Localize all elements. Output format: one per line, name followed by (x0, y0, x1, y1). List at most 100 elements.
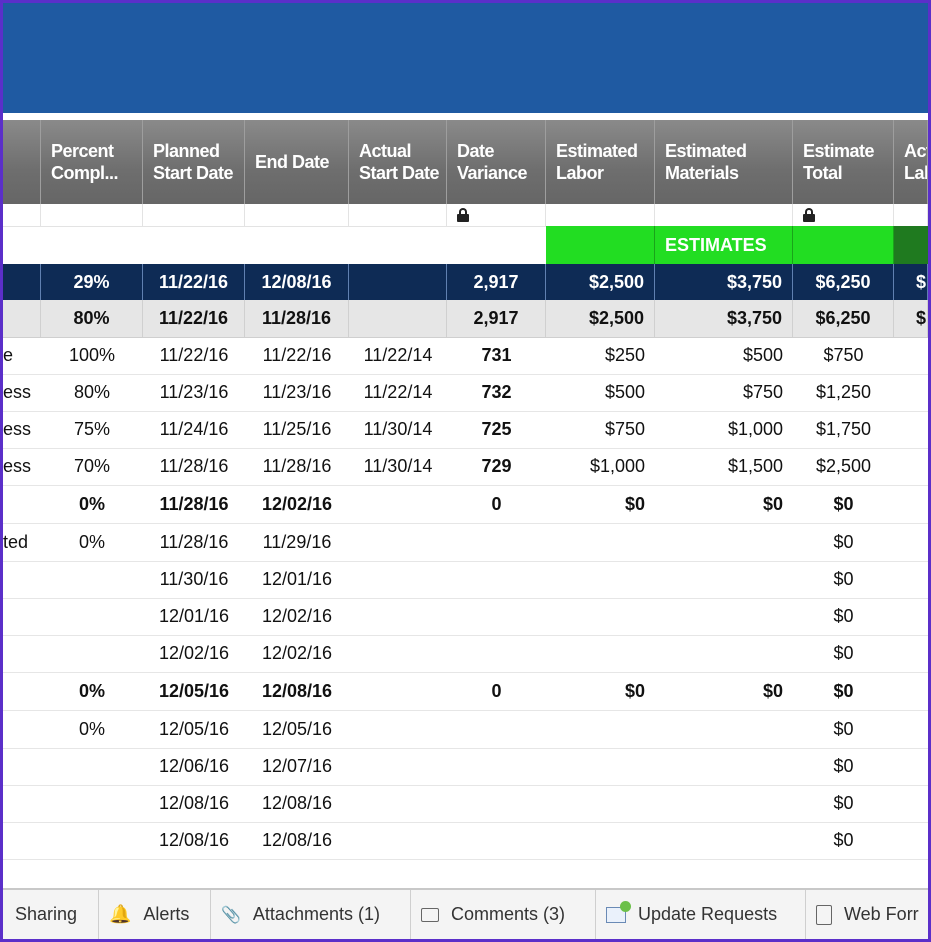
cell-pct[interactable]: 100% (68, 345, 116, 365)
cell-cut[interactable]: e (3, 345, 14, 365)
table-row[interactable]: 0% 11/28/16 12/02/16 0 $0 $0 $0 (3, 485, 928, 524)
cell-end[interactable]: 11/25/16 (262, 419, 332, 439)
cell-pct[interactable] (41, 598, 143, 635)
cell-act[interactable] (894, 337, 928, 374)
cell-labor[interactable]: $2,500 (546, 264, 655, 300)
cell-mat[interactable] (655, 785, 793, 822)
cell-cut[interactable] (3, 485, 41, 523)
cell-total[interactable]: $6,250 (793, 264, 894, 300)
cell-labor[interactable]: $500 (604, 382, 645, 402)
cell-actual[interactable]: 11/30/14 (363, 456, 433, 476)
cell-cut[interactable] (3, 748, 41, 785)
cell-var[interactable] (447, 748, 546, 785)
cell-var[interactable]: 2,917 (447, 300, 546, 337)
cell-pct[interactable]: 80% (73, 382, 111, 402)
table-row[interactable]: e 100% 11/22/16 11/22/16 11/22/14 731 $250 $500… (3, 337, 928, 375)
cell-mat[interactable] (655, 598, 793, 635)
cell-mat[interactable] (655, 523, 793, 561)
cell-act[interactable] (894, 561, 928, 598)
tab-web-forms[interactable]: Web Forr (806, 890, 928, 939)
cell-var[interactable] (447, 598, 546, 635)
table-row[interactable]: 11/30/16 12/01/16 $0 (3, 561, 928, 599)
cell-cut[interactable] (3, 785, 41, 822)
cell-act[interactable] (894, 748, 928, 785)
cell-act[interactable] (894, 710, 928, 748)
cell-start[interactable]: 11/28/16 (159, 493, 229, 514)
cell-var[interactable] (447, 635, 546, 672)
cell-labor[interactable]: $250 (604, 345, 645, 365)
cell-start[interactable]: 12/06/16 (158, 756, 230, 776)
cell-start[interactable]: 11/23/16 (159, 382, 229, 402)
cell-mat[interactable]: $0 (762, 680, 783, 701)
cell-start[interactable]: 11/24/16 (159, 419, 229, 439)
cell-var[interactable] (447, 822, 546, 859)
cell-labor[interactable] (546, 822, 655, 859)
cell-labor[interactable]: $750 (604, 419, 645, 439)
cell-act[interactable] (894, 523, 928, 561)
cell-labor[interactable]: $0 (624, 680, 645, 701)
column-header-estimate-total[interactable]: Estimate Total (793, 120, 894, 204)
cell-var[interactable] (447, 785, 546, 822)
cell-act[interactable] (894, 635, 928, 672)
cell-act[interactable] (894, 822, 928, 859)
cell-pct[interactable] (41, 561, 143, 598)
cell-cut[interactable] (3, 300, 41, 337)
cell-cut[interactable] (3, 672, 41, 710)
column-header-planned-start[interactable]: Planned Start Date (143, 120, 245, 204)
cell-mat[interactable]: $0 (762, 493, 783, 514)
cell-labor[interactable] (546, 523, 655, 561)
cell-actual[interactable] (349, 561, 447, 598)
cell-end[interactable]: 11/23/16 (262, 382, 332, 402)
cell-total[interactable]: $0 (833, 718, 854, 739)
cell-pct[interactable]: 75% (73, 419, 111, 439)
cell-end[interactable]: 11/28/16 (245, 300, 349, 337)
cell-pct[interactable] (41, 785, 143, 822)
column-header-task[interactable] (3, 120, 41, 204)
cell-start[interactable]: 12/05/16 (158, 718, 230, 739)
cell-mat[interactable]: $1,000 (727, 419, 783, 439)
cell-start[interactable]: 11/28/16 (159, 531, 229, 552)
cell-pct[interactable] (41, 748, 143, 785)
cell-actual[interactable] (349, 264, 447, 300)
cell-mat[interactable] (655, 710, 793, 748)
cell-act[interactable] (894, 374, 928, 411)
cell-actual[interactable]: 11/30/14 (363, 419, 433, 439)
cell-start[interactable]: 11/30/16 (159, 569, 229, 589)
cell-actual[interactable] (349, 523, 447, 561)
cell-end[interactable]: 12/05/16 (261, 718, 333, 739)
column-header-actual-labor[interactable]: Act Lab (894, 120, 928, 204)
cell-mat[interactable]: $3,750 (655, 264, 793, 300)
cell-pct[interactable] (41, 822, 143, 859)
cell-pct[interactable]: 0% (78, 531, 105, 552)
tab-comments[interactable]: Comments (3) (411, 890, 596, 939)
cell-labor[interactable] (546, 710, 655, 748)
cell-act[interactable]: $1 (894, 300, 928, 337)
cell-end[interactable]: 12/02/16 (261, 606, 333, 626)
table-row[interactable]: 12/01/16 12/02/16 $0 (3, 598, 928, 636)
cell-total[interactable]: $0 (833, 569, 854, 589)
cell-start[interactable]: 11/22/16 (159, 345, 229, 365)
cell-pct[interactable]: 0% (78, 493, 105, 514)
cell-total[interactable]: $0 (833, 680, 854, 701)
cell-total[interactable]: $0 (833, 643, 854, 663)
cell-actual[interactable] (349, 748, 447, 785)
cell-var[interactable] (447, 710, 546, 748)
tab-update-requests[interactable]: Update Requests (596, 890, 806, 939)
cell-labor[interactable] (546, 598, 655, 635)
cell-actual[interactable]: 11/22/14 (363, 382, 433, 402)
table-row[interactable]: 80% 11/22/16 11/28/16 2,917 $2,500 $3,750 $6,2… (3, 300, 928, 338)
cell-start[interactable]: 11/22/16 (143, 300, 245, 337)
cell-end[interactable]: 12/08/16 (261, 680, 333, 701)
tab-sharing[interactable]: Sharing (3, 890, 99, 939)
cell-total[interactable]: $0 (833, 606, 854, 626)
cell-pct[interactable]: 29% (41, 264, 143, 300)
cell-pct[interactable]: 70% (73, 456, 111, 476)
tab-alerts[interactable]: 🔔 Alerts (99, 890, 211, 939)
cell-actual[interactable] (349, 598, 447, 635)
table-row[interactable]: 12/02/16 12/02/16 $0 (3, 635, 928, 673)
cell-end[interactable]: 11/28/16 (262, 456, 332, 476)
cell-labor[interactable] (546, 785, 655, 822)
cell-actual[interactable] (349, 485, 447, 523)
column-header-date-variance[interactable]: Date Variance (447, 120, 546, 204)
cell-total[interactable]: $0 (833, 830, 854, 850)
